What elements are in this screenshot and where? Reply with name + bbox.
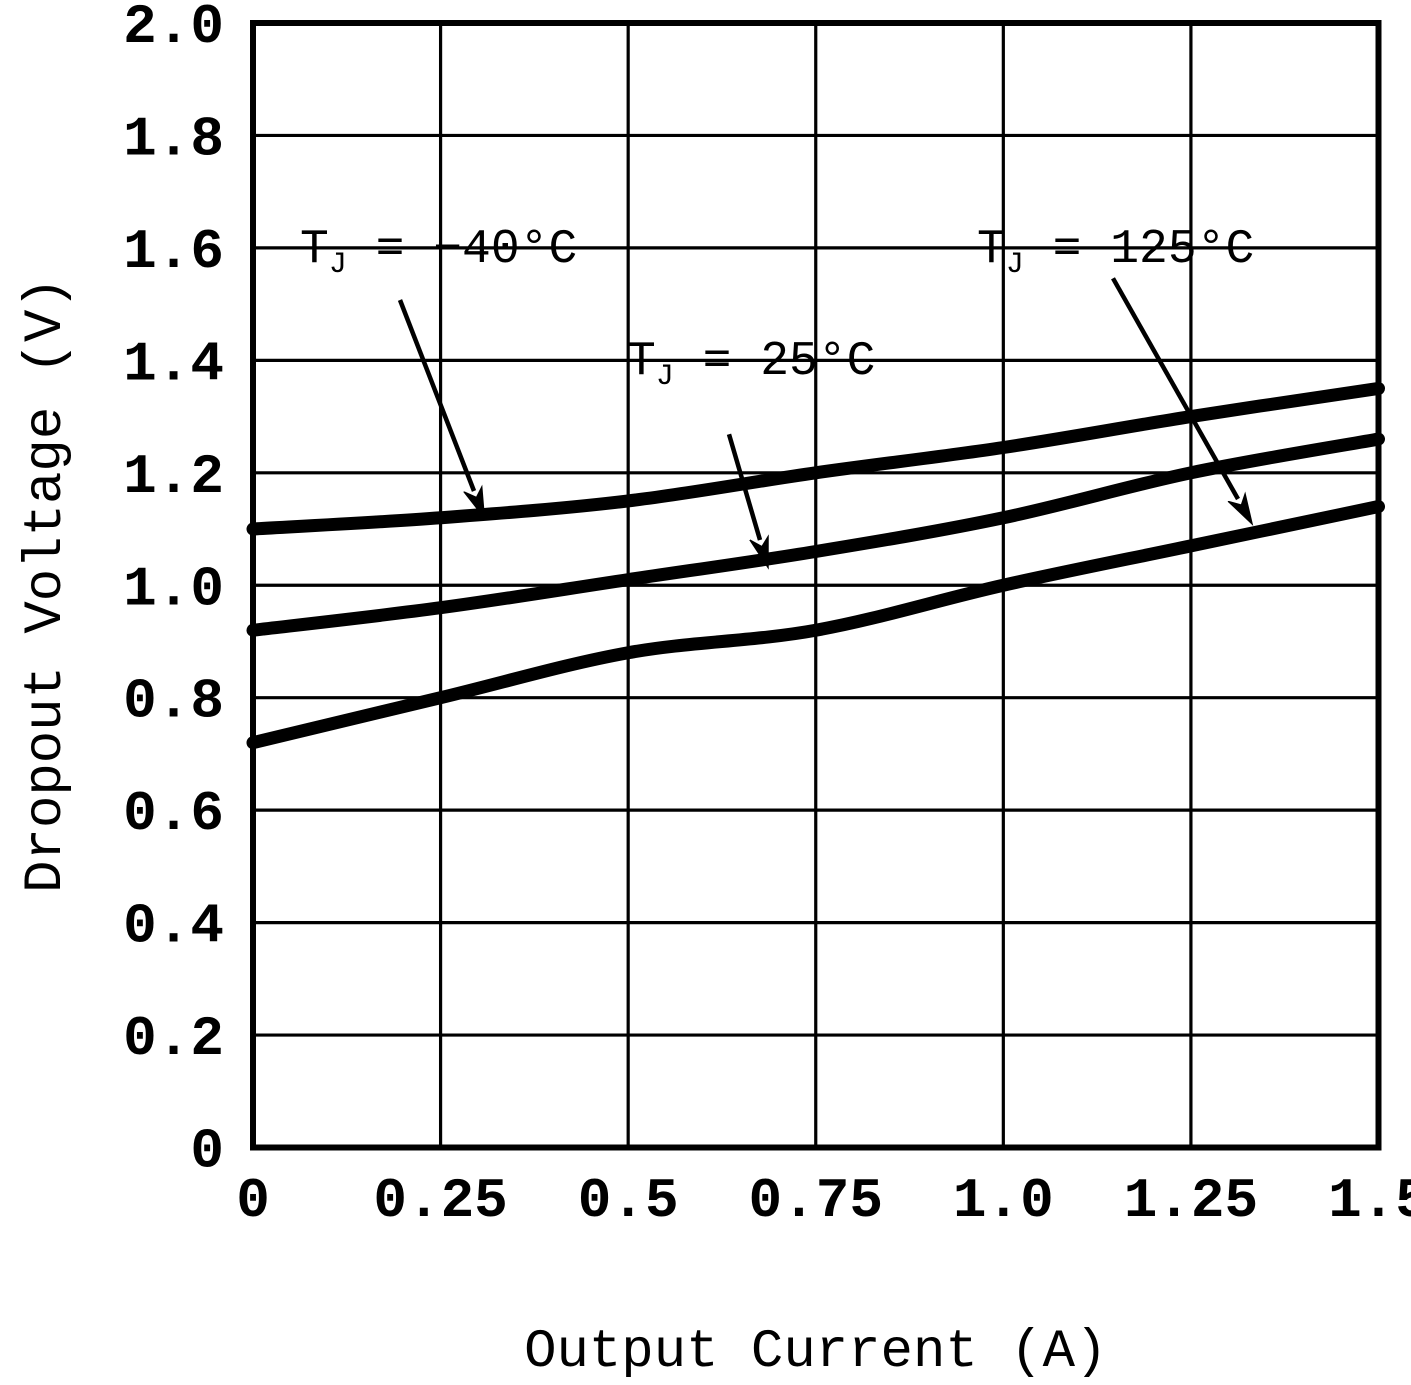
svg-text:1.5: 1.5 <box>1328 1169 1411 1233</box>
svg-text:TJ = 125°C: TJ = 125°C <box>977 223 1254 282</box>
svg-text:0.8: 0.8 <box>123 670 224 734</box>
svg-text:0.2: 0.2 <box>123 1007 224 1071</box>
svg-text:1.25: 1.25 <box>1124 1169 1258 1233</box>
svg-text:0.5: 0.5 <box>578 1169 679 1233</box>
svg-text:1.6: 1.6 <box>123 220 224 284</box>
svg-text:2.0: 2.0 <box>123 0 224 59</box>
svg-text:1.8: 1.8 <box>123 107 224 171</box>
svg-text:0.25: 0.25 <box>373 1169 507 1233</box>
svg-text:1.4: 1.4 <box>123 332 224 396</box>
svg-text:0: 0 <box>190 1120 224 1184</box>
svg-text:0: 0 <box>236 1169 270 1233</box>
svg-text:1.0: 1.0 <box>953 1169 1054 1233</box>
svg-text:0.75: 0.75 <box>749 1169 883 1233</box>
svg-text:TJ = −40°C: TJ = −40°C <box>300 223 577 282</box>
svg-text:0.6: 0.6 <box>123 782 224 846</box>
svg-text:0.4: 0.4 <box>123 895 224 959</box>
svg-text:TJ = 25°C: TJ = 25°C <box>627 335 875 394</box>
svg-text:1.2: 1.2 <box>123 445 224 509</box>
svg-text:1.0: 1.0 <box>123 557 224 621</box>
svg-text:Output Current (A): Output Current (A) <box>524 1322 1107 1380</box>
svg-text:Dropout Voltage (V): Dropout Voltage (V) <box>16 277 77 893</box>
